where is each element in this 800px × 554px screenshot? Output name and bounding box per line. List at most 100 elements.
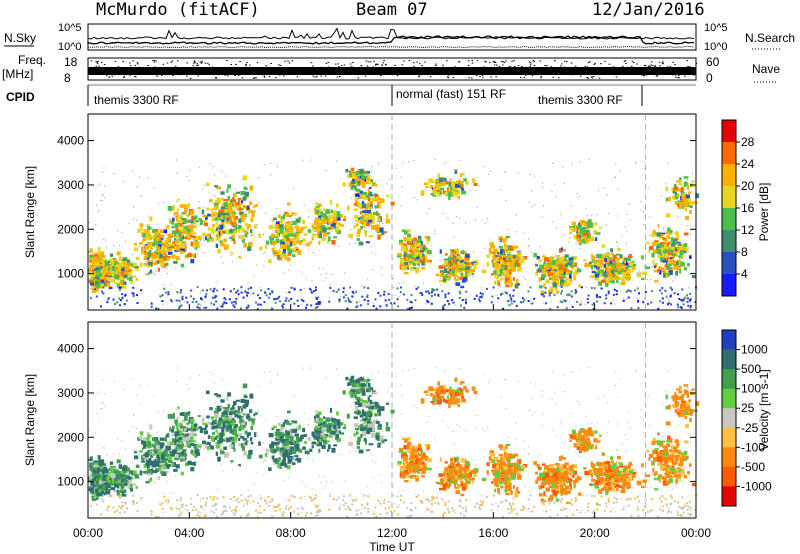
power-cell — [168, 251, 173, 255]
power-cell — [234, 230, 237, 235]
velocity-cell — [181, 449, 187, 453]
power-cell — [550, 257, 555, 260]
power-cell — [442, 305, 445, 308]
freq-sample — [662, 73, 665, 75]
power-speckle — [104, 185, 105, 187]
power-cell — [516, 262, 521, 267]
power-cell — [578, 222, 583, 228]
velocity-cell — [104, 468, 108, 472]
power-cell — [514, 283, 519, 289]
power-cell — [107, 267, 110, 272]
power-cell — [551, 259, 557, 263]
power-cell — [615, 253, 620, 256]
power-cell — [567, 271, 571, 275]
power-cell — [591, 303, 594, 306]
power-cell — [139, 223, 144, 228]
velocity-cell — [115, 479, 118, 483]
power-cell — [268, 259, 272, 263]
power-cell — [192, 235, 196, 238]
power-speckle — [503, 171, 505, 173]
freq-sample — [510, 66, 512, 68]
power-cell — [198, 307, 201, 310]
power-cell — [529, 286, 532, 289]
freq-sample — [661, 62, 663, 64]
power-speckle — [123, 181, 124, 183]
freq-sample — [392, 72, 394, 74]
velocity-cell — [91, 485, 94, 489]
power-cell — [295, 233, 300, 236]
power-cell — [676, 267, 682, 271]
freq-sample — [280, 68, 282, 70]
power-cell — [570, 290, 573, 293]
power-cell — [595, 294, 598, 297]
power-cell — [214, 217, 219, 221]
freq-sample — [433, 71, 435, 73]
power-cell — [689, 306, 692, 309]
power-cell — [270, 239, 273, 245]
freq-sample — [333, 70, 335, 72]
power-cell — [90, 273, 95, 278]
freq-sample — [275, 77, 277, 79]
power-speckle — [425, 303, 427, 305]
power-cell — [407, 241, 411, 245]
power-cell — [595, 273, 600, 278]
velocity-cell — [175, 423, 178, 427]
power-speckle — [558, 286, 560, 287]
power-cell — [351, 181, 356, 185]
velocity-cell — [139, 450, 143, 453]
power-speckle — [515, 231, 517, 233]
power-cell — [562, 268, 568, 272]
velocity-cell — [144, 470, 149, 475]
power-speckle — [291, 214, 293, 216]
freq-sample — [399, 72, 401, 74]
power-speckle — [136, 219, 138, 221]
power-cell — [361, 295, 364, 298]
freq-sample — [604, 60, 606, 62]
power-cell — [106, 272, 111, 276]
power-cell — [356, 202, 360, 207]
power-cell — [295, 218, 301, 223]
power-cell — [594, 277, 600, 281]
power-cell — [141, 239, 145, 242]
power-cell — [259, 246, 263, 251]
power-cell — [577, 225, 582, 230]
power-cell — [246, 224, 252, 228]
power-cell — [459, 173, 463, 177]
power-cell — [381, 232, 385, 236]
power-cell — [685, 194, 690, 199]
power-cell — [175, 299, 178, 302]
power-cell — [591, 236, 594, 239]
freq-sample — [631, 60, 634, 62]
freq-sample — [171, 72, 173, 74]
power-speckle — [635, 161, 637, 163]
power-cell — [671, 187, 676, 191]
power-cell — [335, 211, 341, 216]
power-cell — [676, 180, 680, 183]
power-cell — [498, 253, 504, 257]
power-speckle — [481, 287, 483, 289]
power-speckle — [320, 274, 322, 275]
power-cell — [628, 255, 633, 258]
power-cell — [443, 268, 449, 273]
power-speckle — [469, 189, 471, 191]
power-cell — [588, 232, 591, 236]
power-speckle — [180, 297, 182, 299]
power-speckle — [610, 258, 612, 260]
freq-sample — [143, 71, 146, 73]
power-cell — [167, 248, 173, 252]
power-cell — [606, 267, 610, 271]
velocity-cell — [102, 474, 108, 478]
power-cell — [359, 219, 365, 223]
power-cell — [443, 303, 446, 306]
power-cell — [164, 249, 170, 254]
power-cell — [648, 249, 651, 253]
power-speckle — [588, 159, 590, 161]
freq-sample — [426, 70, 428, 72]
power-cell — [161, 246, 164, 252]
power-cell — [448, 195, 451, 200]
power-speckle — [329, 284, 331, 286]
power-cell — [575, 290, 578, 293]
freq-sample — [517, 65, 520, 67]
velocity-cell — [175, 424, 179, 430]
